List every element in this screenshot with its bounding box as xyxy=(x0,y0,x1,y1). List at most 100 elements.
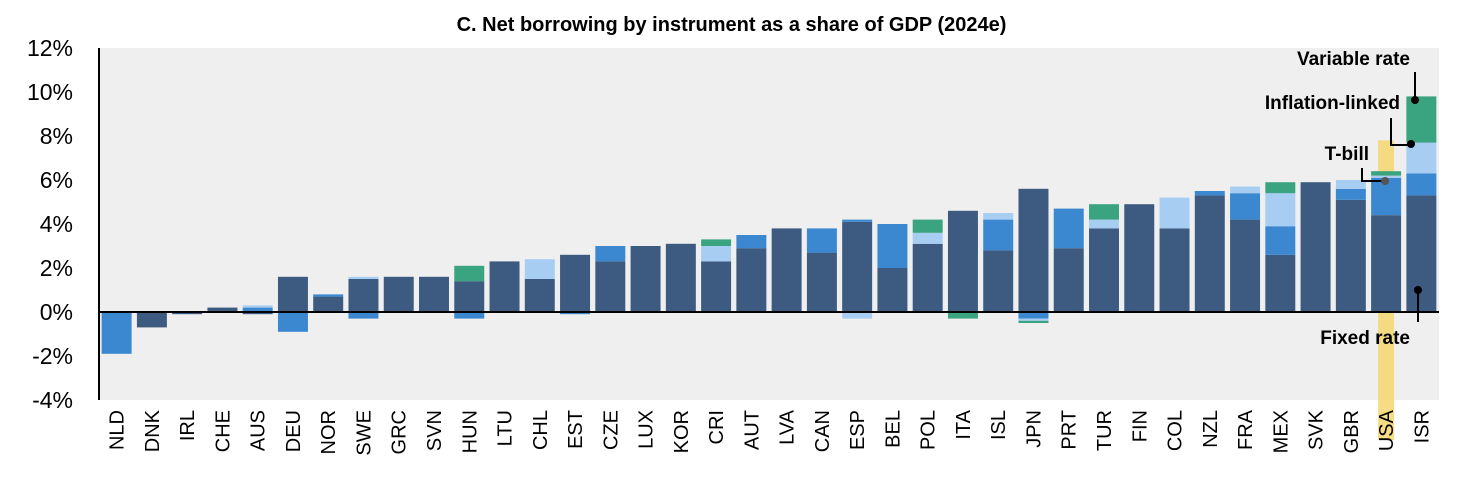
x-tick-label: AUS xyxy=(248,410,270,451)
x-tick-label: GBR xyxy=(1341,410,1363,453)
bar-mex-fixed-rate xyxy=(1265,254,1296,312)
bar-lva-fixed-rate xyxy=(771,228,802,312)
annotation-marker xyxy=(1414,286,1422,294)
bar-tur-fixed-rate xyxy=(1089,228,1119,312)
bar-prt-t-bill xyxy=(1053,208,1084,249)
bar-kor-fixed-rate xyxy=(665,243,696,312)
bar-isl-inflation-linked xyxy=(983,213,1014,220)
y-tick-label: 6% xyxy=(40,167,73,193)
bar-svn-fixed-rate xyxy=(419,276,449,312)
y-tick-label: 8% xyxy=(40,123,73,149)
annotation-variable-rate: Variable rate xyxy=(1297,49,1410,70)
x-tick-label: CHE xyxy=(212,410,234,452)
bar-cri-variable-rate xyxy=(701,239,732,246)
y-tick-label: 12% xyxy=(27,35,73,61)
x-tick-label: JPN xyxy=(1023,410,1045,448)
bar-jpn-t-bill xyxy=(1018,312,1049,319)
bar-aus-inflation-linked xyxy=(242,305,273,308)
bar-jpn-inflation-linked xyxy=(1018,318,1049,321)
bar-jpn-variable-rate xyxy=(1018,320,1049,323)
bar-usa-inflation-linked xyxy=(1371,175,1402,178)
bar-esp-fixed-rate xyxy=(842,221,873,312)
annotation-line xyxy=(1361,168,1387,182)
bar-lux-fixed-rate xyxy=(630,246,661,312)
bar-esp-inflation-linked xyxy=(842,312,873,319)
bar-esp-t-bill xyxy=(842,219,873,222)
y-tick-label: 0% xyxy=(40,299,73,325)
bar-pol-fixed-rate xyxy=(912,243,943,312)
bar-bel-t-bill xyxy=(877,224,908,268)
bar-nzl-fixed-rate xyxy=(1194,195,1225,312)
bars-layer xyxy=(101,96,1437,354)
bar-che-fixed-rate xyxy=(207,307,238,312)
annotation-inflation-linked: Inflation-linked xyxy=(1265,93,1400,114)
bar-aut-fixed-rate xyxy=(736,248,767,312)
bar-aus-t-bill xyxy=(242,307,273,312)
bar-dnk-fixed-rate xyxy=(136,312,167,328)
x-tick-label: COL xyxy=(1165,410,1187,451)
x-tick-label: DEU xyxy=(283,410,305,452)
bar-irl-fixed-rate xyxy=(172,312,203,315)
bar-nor-fixed-rate xyxy=(313,296,344,312)
x-tick-label: FRA xyxy=(1235,409,1257,450)
bar-cze-t-bill xyxy=(595,246,626,262)
y-tick-label: 4% xyxy=(40,211,73,237)
x-tick-label: AUT xyxy=(741,410,763,450)
x-tick-label: HUN xyxy=(459,410,481,453)
bar-prt-fixed-rate xyxy=(1053,248,1084,312)
x-tick-label: ISL xyxy=(988,410,1010,440)
bar-gbr-fixed-rate xyxy=(1335,199,1366,312)
x-tick-label: CZE xyxy=(600,410,622,450)
x-tick-label: IRL xyxy=(177,410,199,441)
bar-est-fixed-rate xyxy=(560,254,591,312)
bar-jpn-fixed-rate xyxy=(1018,188,1049,312)
x-tick-label: PRT xyxy=(1059,410,1081,450)
bar-can-t-bill xyxy=(806,228,837,253)
x-tick-label: NLD xyxy=(107,410,129,450)
x-tick-label: NOR xyxy=(318,410,340,454)
annotation-fixed-rate: Fixed rate xyxy=(1320,328,1410,349)
x-tick-label: ESP xyxy=(847,410,869,450)
bar-est-t-bill xyxy=(560,312,591,315)
x-tick-label: TUR xyxy=(1094,410,1116,451)
bar-hun-fixed-rate xyxy=(454,281,485,312)
bar-can-fixed-rate xyxy=(806,252,837,312)
bar-pol-variable-rate xyxy=(912,219,943,233)
bar-tur-inflation-linked xyxy=(1089,219,1119,229)
x-tick-label: LVA xyxy=(777,409,799,444)
bar-svk-fixed-rate xyxy=(1300,182,1331,312)
bar-chl-inflation-linked xyxy=(524,259,555,279)
annotation-marker xyxy=(1407,140,1415,148)
bar-cze-fixed-rate xyxy=(595,261,626,312)
x-tick-label: BEL xyxy=(882,410,904,448)
bar-isr-variable-rate xyxy=(1406,96,1437,143)
y-tick-label: -4% xyxy=(32,387,73,413)
bar-ita-fixed-rate xyxy=(947,210,978,312)
annotation-layer: Variable rate Inflation-linked T-bill Fixed… xyxy=(1265,49,1422,349)
bar-tur-variable-rate xyxy=(1089,204,1119,220)
bar-hun-t-bill xyxy=(454,312,485,319)
x-tick-label: EST xyxy=(565,410,587,449)
bar-col-inflation-linked xyxy=(1159,197,1190,229)
x-tick-label: CRI xyxy=(706,410,728,444)
x-tick-label: LUX xyxy=(636,410,658,449)
x-tick-label: POL xyxy=(918,410,940,450)
x-tick-label: SVN xyxy=(424,410,446,451)
bar-fin-fixed-rate xyxy=(1124,204,1155,312)
bar-isl-fixed-rate xyxy=(983,250,1014,312)
bar-nzl-t-bill xyxy=(1194,191,1225,196)
x-tick-label: LTU xyxy=(495,410,517,446)
bar-ltu-fixed-rate xyxy=(489,261,520,312)
axes-layer xyxy=(98,48,1439,400)
bar-nld-t-bill xyxy=(101,312,132,354)
annotation-marker xyxy=(1381,177,1390,185)
bar-bel-fixed-rate xyxy=(877,268,908,312)
annotation-line xyxy=(1390,118,1411,146)
bar-cri-inflation-linked xyxy=(701,246,732,262)
x-tick-label: SVK xyxy=(1306,409,1328,450)
bar-mex-inflation-linked xyxy=(1265,193,1296,227)
bar-ita-variable-rate xyxy=(947,312,978,319)
bar-swe-fixed-rate xyxy=(348,279,379,312)
bar-usa-fixed-rate xyxy=(1371,215,1402,312)
